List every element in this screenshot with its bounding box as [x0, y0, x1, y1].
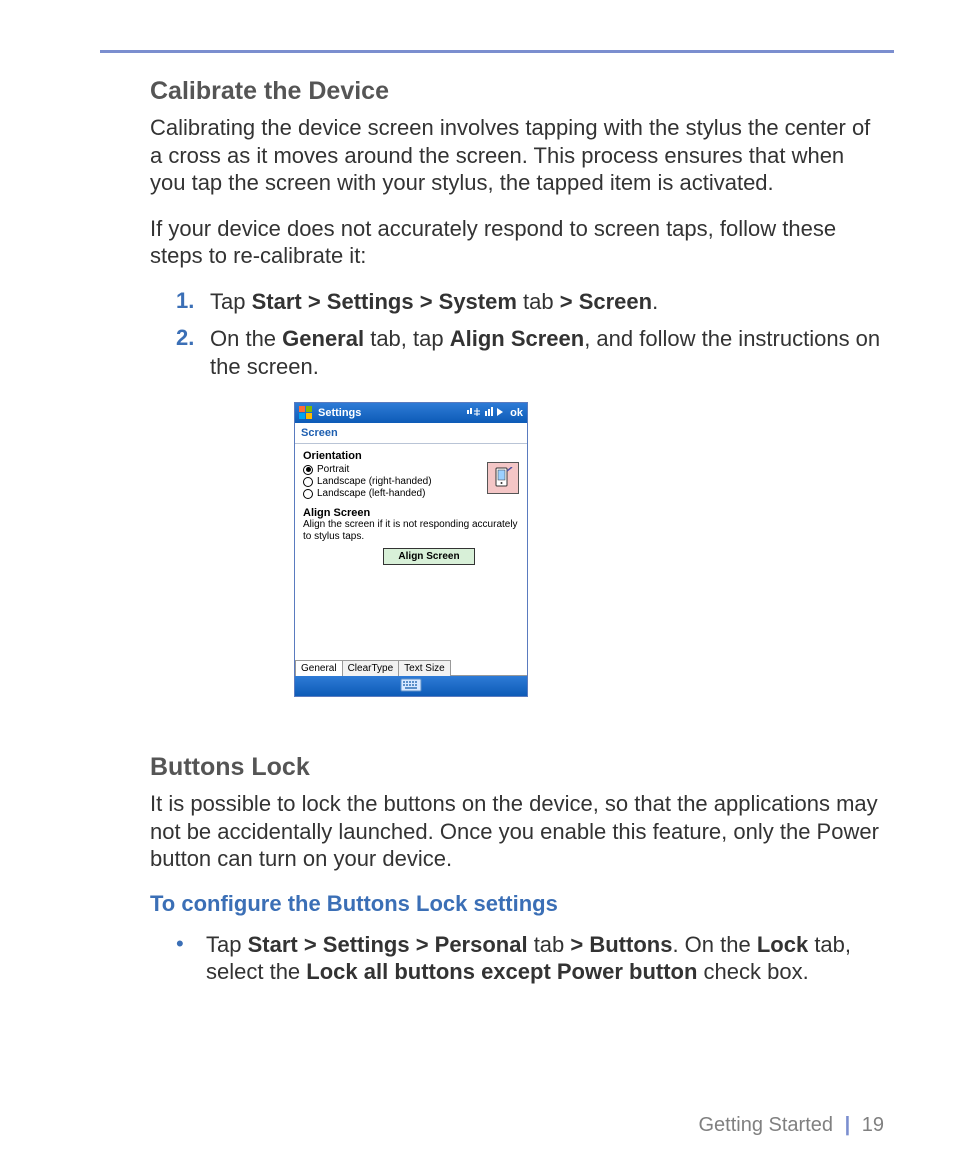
- step-number: 1.: [150, 288, 210, 316]
- device-screenshot: Settings ok Screen: [294, 402, 528, 697]
- section2-bullets: • Tap Start > Settings > Personal tab > …: [150, 931, 884, 986]
- section1-p2: If your device does not accurately respo…: [150, 215, 884, 270]
- windows-flag-icon: [299, 406, 313, 420]
- radio-label: Landscape (right-handed): [317, 476, 432, 487]
- radio-label: Portrait: [317, 464, 349, 475]
- step-number: 2.: [150, 325, 210, 380]
- bullet-bold4: Lock all buttons except Power button: [306, 959, 697, 984]
- bullet-mid1: tab: [528, 932, 571, 957]
- tab-cleartype[interactable]: ClearType: [342, 660, 400, 676]
- bullet-text: Tap Start > Settings > Personal tab > Bu…: [206, 931, 884, 986]
- section1-title: Calibrate the Device: [150, 77, 884, 106]
- radio-icon: [303, 465, 313, 475]
- step-text: Tap Start > Settings > System tab > Scre…: [210, 288, 658, 316]
- footer-section-name: Getting Started: [698, 1114, 833, 1136]
- step-mid: tab, tap: [364, 326, 450, 351]
- bullet-suffix: check box.: [697, 959, 808, 984]
- step-bold2: > Screen: [560, 289, 652, 314]
- bullet-bold2: > Buttons: [570, 932, 672, 957]
- step-mid: tab: [517, 289, 560, 314]
- bullet-1: • Tap Start > Settings > Personal tab > …: [150, 931, 884, 986]
- device-titlebar: Settings ok: [295, 403, 527, 423]
- tab-textsize[interactable]: Text Size: [398, 660, 451, 676]
- device-tray-icons: [467, 406, 507, 421]
- bullet-dot-icon: •: [176, 931, 206, 986]
- align-screen-desc: Align the screen if it is not responding…: [303, 519, 519, 542]
- footer-page-number: 19: [862, 1114, 884, 1136]
- device-spacer: [295, 580, 527, 660]
- keyboard-icon[interactable]: [400, 678, 422, 695]
- page-footer: Getting Started | 19: [698, 1114, 884, 1137]
- bullet-bold1: Start > Settings > Personal: [248, 932, 528, 957]
- radio-label: Landscape (left-handed): [317, 488, 425, 499]
- step-prefix: On the: [210, 326, 282, 351]
- page: Calibrate the Device Calibrating the dev…: [0, 0, 954, 1173]
- step-text: On the General tab, tap Align Screen, an…: [210, 325, 884, 380]
- bullet-bold3: Lock: [757, 932, 808, 957]
- tab-general[interactable]: General: [295, 660, 343, 676]
- step-prefix: Tap: [210, 289, 252, 314]
- device-tabs: General ClearType Text Size: [295, 660, 527, 676]
- align-screen-heading: Align Screen: [303, 507, 519, 519]
- content-area: Calibrate the Device Calibrating the dev…: [100, 77, 894, 986]
- bullet-prefix: Tap: [206, 932, 248, 957]
- orientation-preview-icon: [487, 462, 519, 494]
- device-pane: Orientation Portrait Landscape (right-ha…: [295, 444, 527, 580]
- device-title: Settings: [318, 407, 467, 419]
- step-2: 2. On the General tab, tap Align Screen,…: [150, 325, 884, 380]
- top-rule: [100, 50, 894, 53]
- tabs-filler: [450, 660, 527, 676]
- orientation-label: Orientation: [303, 450, 519, 462]
- step-suffix: .: [652, 289, 658, 314]
- radio-icon: [303, 489, 313, 499]
- align-screen-button[interactable]: Align Screen: [383, 548, 475, 565]
- section1-steps: 1. Tap Start > Settings > System tab > S…: [150, 288, 884, 381]
- step-bold1: General: [282, 326, 364, 351]
- device-bottombar: [295, 676, 527, 696]
- radio-icon: [303, 477, 313, 487]
- device-subheader: Screen: [295, 423, 527, 444]
- section1-p1: Calibrating the device screen involves t…: [150, 114, 884, 197]
- section2-p1: It is possible to lock the buttons on th…: [150, 790, 884, 873]
- step-1: 1. Tap Start > Settings > System tab > S…: [150, 288, 884, 316]
- device-ok-button[interactable]: ok: [510, 407, 523, 419]
- step-bold2: Align Screen: [450, 326, 584, 351]
- section2-subheading: To configure the Buttons Lock settings: [150, 891, 884, 917]
- bullet-mid2: . On the: [672, 932, 756, 957]
- step-bold1: Start > Settings > System: [252, 289, 517, 314]
- footer-separator-icon: |: [839, 1114, 857, 1136]
- device-screenshot-wrap: Settings ok Screen: [150, 402, 884, 697]
- section2-title: Buttons Lock: [150, 753, 884, 782]
